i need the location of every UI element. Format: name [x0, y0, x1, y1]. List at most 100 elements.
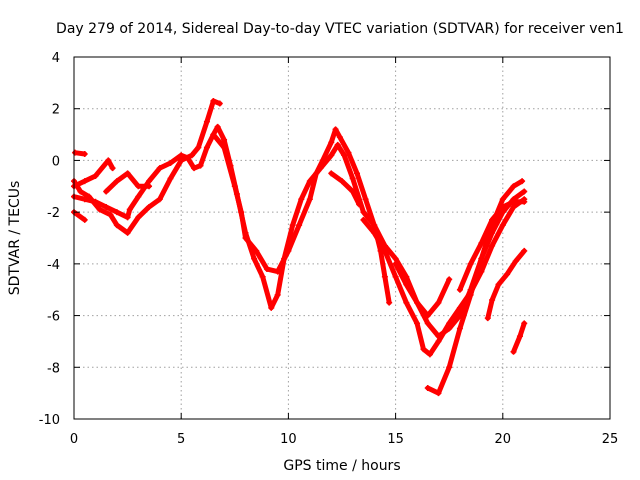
y-tick-label: 4 — [52, 51, 60, 66]
data-point — [403, 281, 410, 288]
data-point — [86, 193, 93, 200]
data-point — [210, 97, 217, 104]
data-point — [156, 165, 163, 172]
data-point — [221, 136, 228, 143]
y-tick-label: 0 — [52, 154, 60, 169]
data-point — [414, 320, 421, 327]
y-tick-label: -6 — [47, 310, 60, 325]
data-point — [231, 183, 238, 190]
data-point — [263, 266, 270, 273]
data-point — [72, 149, 79, 156]
data-point — [210, 131, 217, 138]
series-line — [485, 248, 527, 321]
data-point — [519, 178, 526, 185]
data-point — [203, 144, 210, 151]
data-point — [349, 175, 356, 182]
data-point — [499, 203, 506, 210]
data-point — [135, 193, 142, 200]
data-point — [203, 118, 210, 125]
data-point — [298, 196, 305, 203]
data-point — [81, 196, 88, 203]
data-point — [113, 178, 120, 185]
data-point — [495, 281, 502, 288]
series-line — [393, 261, 452, 319]
series-line — [210, 126, 392, 306]
data-point — [521, 247, 528, 254]
series-track-5 — [71, 97, 223, 236]
data-point — [156, 196, 163, 203]
data-point — [259, 273, 266, 280]
data-point — [319, 157, 326, 164]
data-point — [124, 229, 131, 236]
data-point — [371, 222, 378, 229]
data-point — [426, 351, 433, 358]
series-track-12 — [456, 198, 528, 293]
data-point — [478, 240, 485, 247]
y-tick-label: -2 — [47, 206, 60, 221]
data-point — [446, 320, 453, 327]
data-point — [354, 170, 361, 177]
data-point — [456, 286, 463, 293]
data-point — [478, 255, 485, 262]
data-point — [484, 315, 491, 322]
data-point — [360, 216, 367, 223]
data-point — [251, 255, 258, 262]
data-point — [414, 299, 421, 306]
data-point — [521, 188, 528, 195]
data-point — [403, 299, 410, 306]
data-point — [178, 152, 185, 159]
data-point — [221, 144, 228, 151]
y-tick-label: -8 — [47, 361, 60, 376]
series-line — [71, 157, 116, 189]
data-point — [510, 203, 517, 210]
data-point — [420, 346, 427, 353]
data-point — [446, 364, 453, 371]
data-point — [191, 165, 198, 172]
y-tick-label: -4 — [47, 258, 60, 273]
data-point — [146, 183, 153, 190]
data-point — [188, 152, 195, 159]
data-point — [124, 214, 131, 221]
data-point — [341, 152, 348, 159]
grid-lines — [74, 57, 610, 419]
data-point — [489, 216, 496, 223]
y-tick-label: -10 — [39, 413, 60, 428]
series-line — [425, 178, 525, 396]
data-point — [103, 188, 110, 195]
series-line — [328, 170, 362, 207]
data-point — [362, 196, 369, 203]
x-tick-label: 15 — [387, 432, 404, 447]
series-line — [511, 320, 527, 355]
data-point — [456, 325, 463, 332]
data-point — [371, 229, 378, 236]
data-point — [253, 247, 260, 254]
series-track-6 — [103, 170, 153, 195]
data-point — [504, 271, 511, 278]
data-point — [499, 196, 506, 203]
data-point — [510, 348, 517, 355]
data-point — [113, 222, 120, 229]
data-point — [435, 390, 442, 397]
x-tick-label: 10 — [280, 432, 297, 447]
data-point — [109, 165, 116, 172]
data-point — [328, 170, 335, 177]
data-point — [328, 152, 335, 159]
data-point — [96, 206, 103, 213]
data-series — [71, 97, 528, 397]
axis-ticks — [73, 56, 611, 420]
data-point — [424, 320, 431, 327]
data-point — [467, 260, 474, 267]
data-point — [386, 299, 393, 306]
series-track-7 — [210, 126, 393, 306]
chart-title: Day 279 of 2014, Sidereal Day-to-day VTE… — [56, 21, 624, 37]
data-point — [313, 170, 320, 177]
data-point — [489, 297, 496, 304]
data-point — [81, 150, 88, 157]
data-point — [126, 206, 133, 213]
series-line — [71, 209, 88, 223]
data-point — [392, 260, 399, 267]
data-point — [242, 235, 249, 241]
series-track-10 — [392, 260, 453, 319]
data-point — [381, 247, 388, 254]
series-track-13 — [484, 247, 528, 322]
